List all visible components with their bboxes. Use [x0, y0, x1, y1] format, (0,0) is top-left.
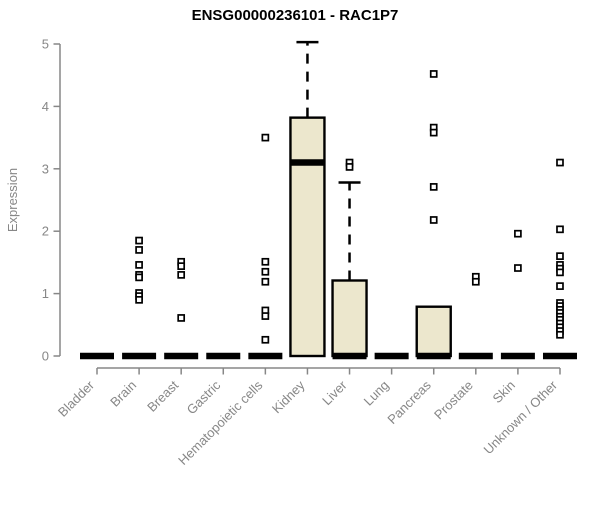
x-tick-label: Prostate — [431, 378, 476, 423]
chart-title: ENSG00000236101 - RAC1P7 — [192, 7, 399, 24]
box — [289, 116, 326, 358]
x-tick-label: Breast — [144, 377, 181, 414]
outlier-point — [135, 246, 143, 254]
outlier-point — [514, 229, 522, 238]
x-tick-label: Lung — [361, 378, 392, 409]
outlier-point — [556, 282, 564, 290]
outlier-point — [556, 158, 564, 167]
outlier-point — [429, 70, 438, 78]
outlier-point — [556, 268, 564, 277]
y-tick-label: 3 — [42, 161, 49, 176]
outlier-point — [429, 183, 438, 191]
outlier-point — [429, 128, 438, 137]
outlier-point — [177, 314, 186, 322]
y-tick-label: 1 — [42, 286, 49, 301]
outlier-point — [261, 257, 270, 266]
box — [331, 279, 368, 358]
x-tick-label: Bladder — [55, 377, 98, 420]
outlier-point — [471, 277, 480, 286]
outlier-point — [135, 261, 143, 269]
y-tick-label: 0 — [42, 349, 49, 364]
outlier-point — [556, 330, 564, 339]
outlier-point — [261, 267, 270, 276]
x-tick-label: Kidney — [269, 377, 308, 416]
outlier-point — [135, 295, 143, 304]
y-tick-label: 4 — [42, 99, 49, 114]
x-tick-label: Brain — [107, 378, 139, 410]
outlier-point — [177, 271, 186, 279]
x-tick-label: Pancreas — [384, 377, 434, 427]
outlier-point — [556, 252, 564, 261]
outlier-point — [135, 273, 143, 282]
outlier-point — [261, 277, 270, 286]
outlier-point — [135, 236, 143, 245]
outlier-point — [556, 225, 564, 234]
y-tick-label: 5 — [42, 37, 49, 52]
x-tick-label: Liver — [319, 377, 350, 408]
y-tick-label: 2 — [42, 224, 49, 239]
y-axis-label: Expression — [5, 168, 20, 232]
outlier-point — [429, 216, 438, 224]
x-tick-label: Gastric — [184, 377, 224, 417]
outlier-point — [177, 262, 186, 270]
x-tick-label: Unknown / Other — [481, 377, 561, 457]
outlier-point — [514, 264, 522, 272]
outlier-point — [261, 133, 270, 142]
outlier-point — [261, 335, 270, 344]
box — [415, 305, 452, 358]
outlier-point — [345, 163, 354, 171]
x-tick-label: Skin — [490, 378, 518, 406]
outlier-point — [261, 312, 270, 320]
